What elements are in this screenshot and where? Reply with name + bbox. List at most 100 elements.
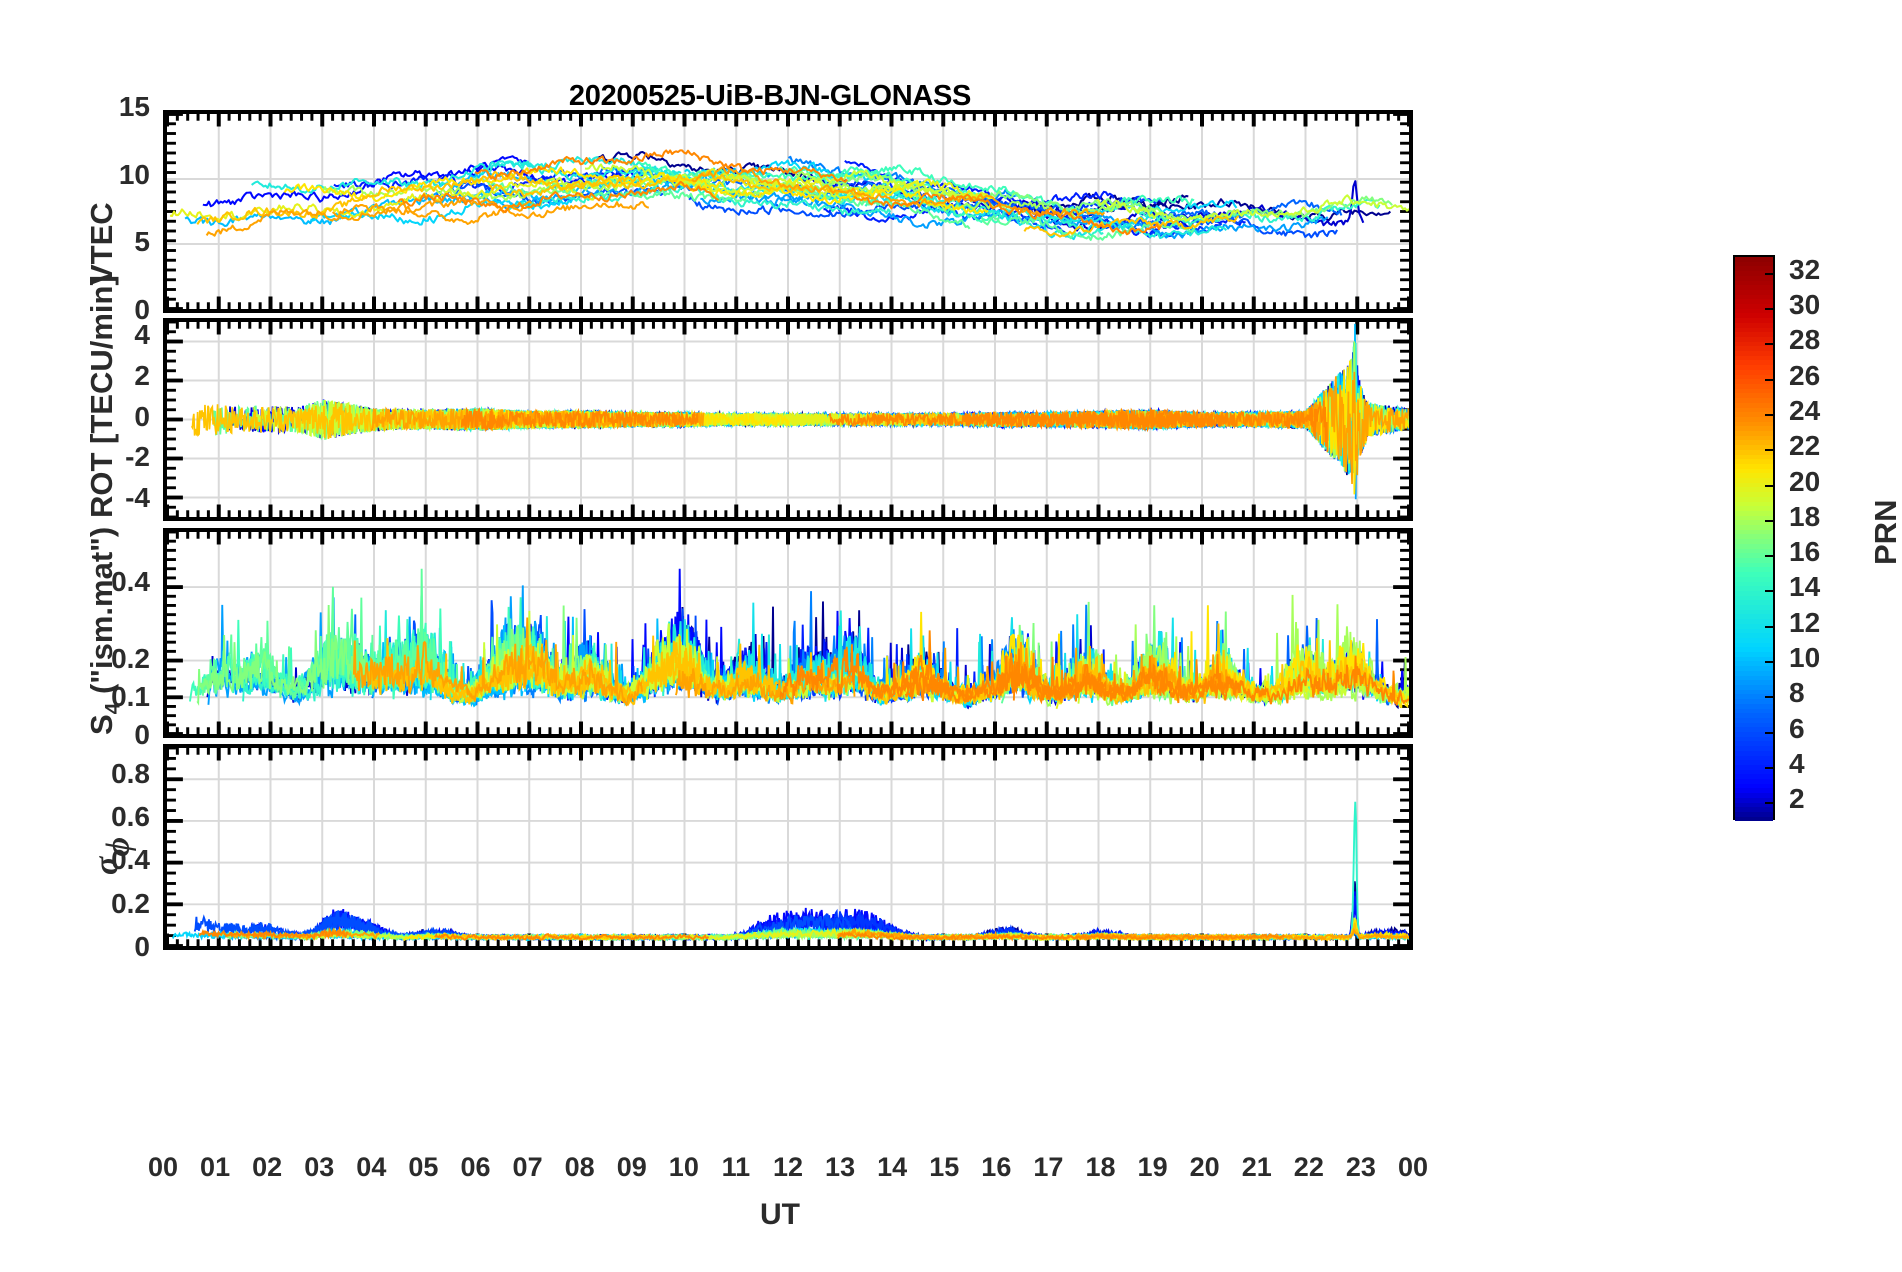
y-tick-sigmaphi-3: 0.6 bbox=[111, 800, 150, 832]
colorbar-tick-30: 30 bbox=[1789, 288, 1821, 320]
y-tick-s4-1: 0.1 bbox=[111, 680, 150, 712]
colorbar-tickmark-24 bbox=[1765, 413, 1774, 416]
colorbar-segment bbox=[1735, 647, 1773, 653]
colorbar-segment bbox=[1735, 713, 1773, 718]
x-tick-14: 14 bbox=[877, 1152, 908, 1182]
colorbar-segment bbox=[1735, 369, 1773, 375]
colorbar-segment bbox=[1735, 732, 1773, 737]
colorbar-tickmark-22 bbox=[1765, 449, 1774, 452]
colorbar-segment bbox=[1735, 445, 1773, 450]
colorbar-tickmark-30 bbox=[1765, 307, 1774, 310]
colorbar-segment bbox=[1735, 816, 1773, 822]
x-tick-9: 09 bbox=[616, 1152, 647, 1182]
colorbar-segment bbox=[1735, 327, 1773, 333]
colorbar-tick-8: 8 bbox=[1789, 677, 1805, 709]
colorbar-segment bbox=[1735, 605, 1773, 610]
colorbar-segment bbox=[1735, 398, 1773, 403]
y-tick-s4-3: 0.4 bbox=[111, 566, 150, 598]
colorbar-segment bbox=[1735, 454, 1773, 460]
colorbar-segment bbox=[1735, 769, 1773, 775]
colorbar-segment bbox=[1735, 619, 1773, 624]
colorbar-segment bbox=[1735, 548, 1773, 554]
colorbar-segment bbox=[1735, 407, 1773, 413]
colorbar-segment bbox=[1735, 661, 1773, 667]
y-tick-sigmaphi-4: 0.8 bbox=[111, 757, 150, 789]
colorbar-segment bbox=[1735, 482, 1773, 488]
colorbar-segment bbox=[1735, 351, 1773, 356]
colorbar-segment bbox=[1735, 529, 1773, 535]
colorbar-segment bbox=[1735, 543, 1773, 549]
x-tick-3: 03 bbox=[304, 1152, 335, 1182]
x-tick-7: 07 bbox=[512, 1152, 543, 1182]
colorbar-segment bbox=[1735, 426, 1773, 432]
colorbar-tick-26: 26 bbox=[1789, 359, 1821, 391]
colorbar-segment bbox=[1735, 788, 1773, 794]
colorbar-segment bbox=[1735, 694, 1773, 700]
colorbar-segment bbox=[1735, 332, 1773, 337]
x-tick-22: 22 bbox=[1293, 1152, 1324, 1182]
colorbar-tickmark-12 bbox=[1765, 625, 1774, 628]
colorbar-segment bbox=[1735, 783, 1773, 789]
colorbar-segment bbox=[1735, 670, 1773, 676]
colorbar-tickmark-6 bbox=[1765, 731, 1774, 734]
colorbar-segment bbox=[1735, 811, 1773, 817]
x-tick-0: 00 bbox=[147, 1152, 179, 1182]
colorbar-segment bbox=[1735, 614, 1773, 620]
x-tick-4: 04 bbox=[356, 1152, 387, 1182]
colorbar-segment bbox=[1735, 652, 1773, 657]
colorbar-segment bbox=[1735, 322, 1773, 328]
colorbar-segment bbox=[1735, 383, 1773, 389]
colorbar-segment bbox=[1735, 510, 1773, 516]
colorbar-segment bbox=[1735, 628, 1773, 634]
colorbar-segment bbox=[1735, 760, 1773, 765]
y-tick-rot-0: -4 bbox=[125, 481, 150, 513]
colorbar-segment bbox=[1735, 590, 1773, 596]
colorbar-tick-16: 16 bbox=[1789, 536, 1821, 568]
colorbar-segment bbox=[1735, 459, 1773, 464]
y-tick-sigmaphi-2: 0.4 bbox=[111, 844, 150, 876]
colorbar-segment bbox=[1735, 402, 1773, 408]
colorbar-segment bbox=[1735, 257, 1773, 262]
colorbar-segment bbox=[1735, 280, 1773, 286]
colorbar-segment bbox=[1735, 774, 1773, 780]
x-tick-18: 18 bbox=[1085, 1152, 1116, 1182]
colorbar-segment bbox=[1735, 463, 1773, 469]
colorbar-segment bbox=[1735, 736, 1773, 742]
colorbar-tickmark-8 bbox=[1765, 696, 1774, 699]
colorbar-segment bbox=[1735, 313, 1773, 319]
colorbar-segment bbox=[1735, 623, 1773, 629]
x-tick-21: 21 bbox=[1241, 1152, 1272, 1182]
colorbar-segment bbox=[1735, 595, 1773, 601]
colorbar-segment bbox=[1735, 473, 1773, 479]
y-tick-sigmaphi-0: 0 bbox=[134, 931, 150, 962]
colorbar-segment bbox=[1735, 680, 1773, 685]
colorbar-segment bbox=[1735, 496, 1773, 502]
colorbar-segment bbox=[1735, 355, 1773, 361]
colorbar-segment bbox=[1735, 609, 1773, 615]
x-tick-20: 20 bbox=[1189, 1152, 1220, 1182]
colorbar-segment bbox=[1735, 478, 1773, 483]
panel-s4 bbox=[163, 528, 1413, 738]
rot-plot-area bbox=[167, 322, 1409, 517]
colorbar-segment bbox=[1735, 656, 1773, 662]
colorbar-segment bbox=[1735, 764, 1773, 770]
colorbar-segment bbox=[1735, 802, 1773, 808]
y-tick-s4-2: 0.2 bbox=[111, 642, 150, 674]
colorbar-tick-2: 2 bbox=[1789, 783, 1805, 815]
x-tick-8: 08 bbox=[564, 1152, 595, 1182]
colorbar-segment bbox=[1735, 600, 1773, 606]
panel-sigma-phi bbox=[163, 744, 1413, 950]
colorbar-tick-6: 6 bbox=[1789, 712, 1805, 744]
x-tick-5: 05 bbox=[408, 1152, 439, 1182]
colorbar-segment bbox=[1735, 581, 1773, 587]
colorbar-tickmark-26 bbox=[1765, 378, 1774, 381]
x-tick-11: 11 bbox=[721, 1152, 751, 1182]
colorbar-segment bbox=[1735, 440, 1773, 446]
y-tick-vtec-1: 5 bbox=[134, 226, 150, 258]
colorbar-segment bbox=[1735, 412, 1773, 417]
colorbar[interactable] bbox=[1733, 255, 1775, 822]
colorbar-segment bbox=[1735, 515, 1773, 521]
x-tick-12: 12 bbox=[772, 1152, 804, 1182]
x-tick-19: 19 bbox=[1137, 1152, 1168, 1182]
